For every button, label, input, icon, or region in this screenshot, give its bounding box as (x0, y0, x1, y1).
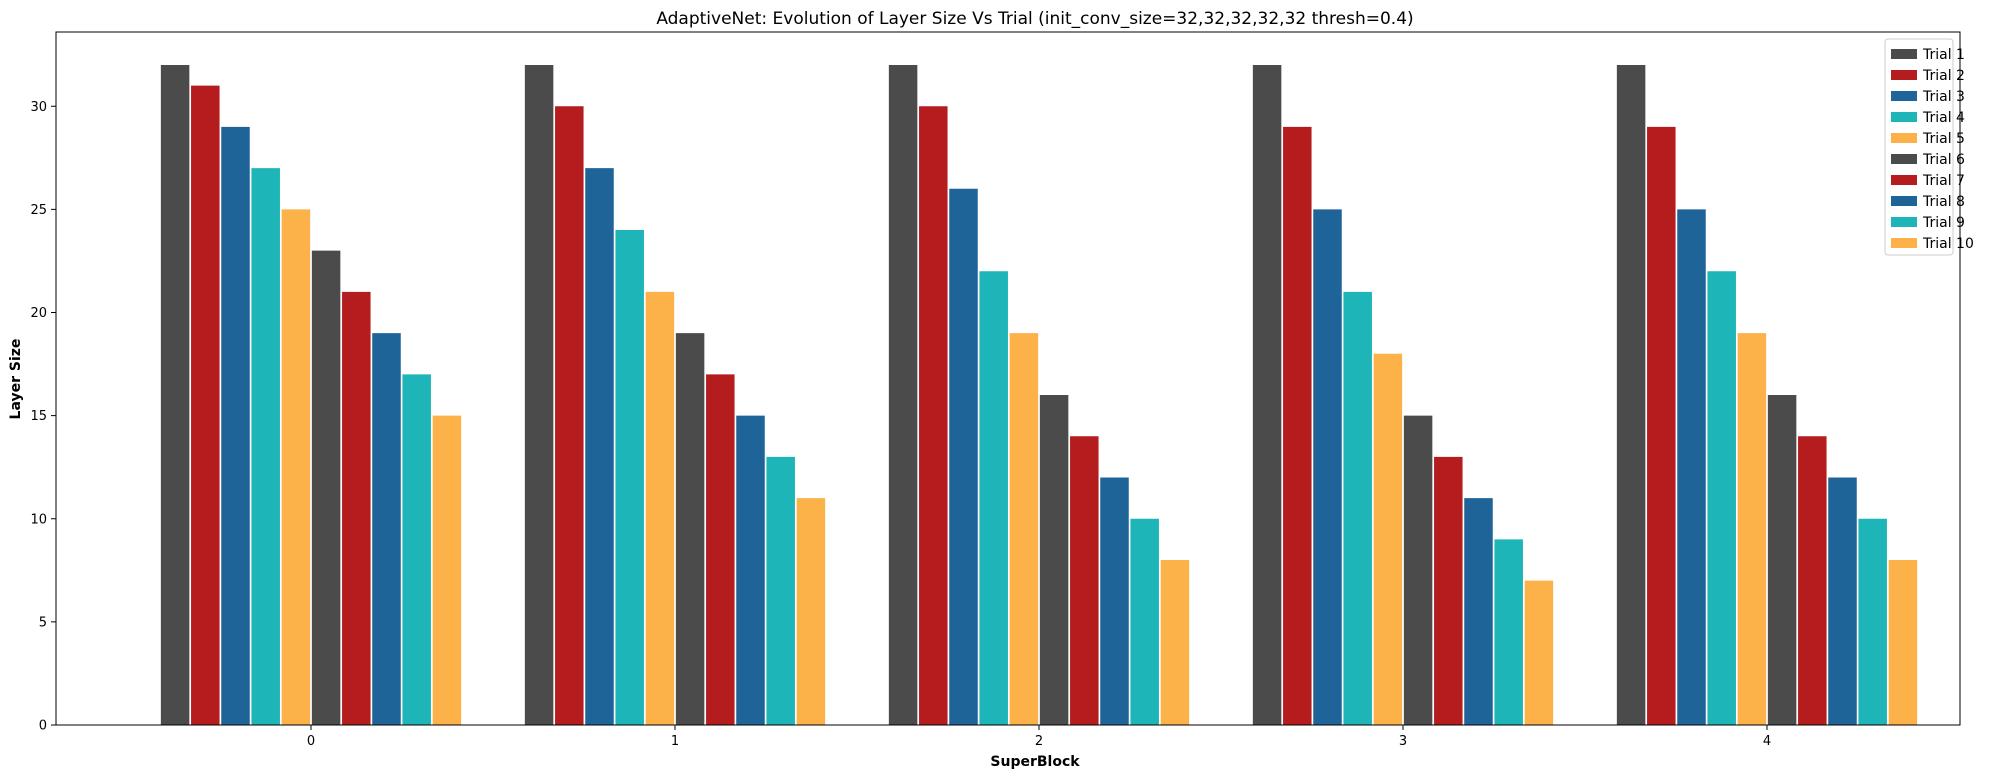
bar-trial-8-superblock-0 (372, 333, 401, 726)
bar-trial-2-superblock-4 (1647, 126, 1676, 726)
bar-trial-6-superblock-3 (1403, 415, 1433, 726)
bar-trial-4-superblock-1 (615, 230, 644, 725)
legend-entry: Trial 8 (1922, 194, 1965, 210)
bar-trial-2-superblock-0 (191, 85, 220, 726)
bar-trial-1-superblock-4 (1616, 65, 1646, 725)
legend-swatch (1891, 217, 1917, 227)
y-tick-label: 30 (30, 100, 47, 115)
y-tick-label: 5 (39, 615, 47, 630)
bar-trial-7-superblock-0 (342, 291, 371, 726)
legend: Trial 1 Trial 2 Trial 3 Trial 4 Trial 5 Trial… (1884, 38, 1974, 256)
bar-trial-7-superblock-2 (1070, 436, 1099, 725)
bars-group (160, 65, 1918, 726)
bar-trial-2-superblock-1 (555, 106, 584, 725)
chart-title: AdaptiveNet: Evolution of Layer Size Vs … (656, 9, 1413, 29)
y-tick-label: 20 (30, 306, 47, 321)
bar-trial-5-superblock-2 (1009, 333, 1039, 726)
legend-swatch (1891, 154, 1917, 164)
legend-swatch (1891, 91, 1917, 101)
x-tick-label: 3 (1399, 734, 1407, 749)
bar-trial-9-superblock-3 (1494, 539, 1523, 726)
bar-trial-2-superblock-3 (1283, 126, 1312, 726)
bar-trial-3-superblock-0 (221, 126, 250, 726)
legend-swatch (1891, 70, 1917, 80)
legend-entry: Trial 3 (1922, 89, 1965, 105)
legend-entry: Trial 5 (1922, 131, 1965, 147)
x-tick-label: 2 (1035, 734, 1043, 749)
legend-swatch (1891, 238, 1917, 248)
bar-trial-1-superblock-3 (1252, 65, 1282, 725)
bar-trial-6-superblock-0 (311, 250, 341, 726)
y-tick-label: 25 (30, 203, 47, 218)
legend-entry: Trial 7 (1922, 173, 1965, 189)
y-tick-label: 0 (39, 719, 47, 734)
bar-trial-10-superblock-1 (796, 498, 826, 726)
bar-trial-4-superblock-4 (1707, 271, 1736, 725)
legend-entry: Trial 4 (1922, 110, 1965, 126)
legend-entry: Trial 9 (1922, 215, 1965, 231)
legend-swatch (1891, 49, 1917, 59)
bar-trial-3-superblock-4 (1677, 209, 1706, 726)
legend-swatch (1891, 112, 1917, 122)
bar-trial-10-superblock-3 (1524, 580, 1554, 726)
bar-trial-1-superblock-2 (888, 65, 918, 725)
bar-trial-6-superblock-4 (1767, 395, 1797, 725)
bar-trial-9-superblock-2 (1130, 518, 1159, 725)
legend-entry: Trial 1 (1922, 47, 1965, 63)
bar-trial-9-superblock-4 (1858, 518, 1887, 725)
bar-trial-1-superblock-0 (160, 65, 190, 725)
bar-trial-9-superblock-1 (766, 456, 795, 725)
x-tick-label: 4 (1763, 734, 1771, 749)
plot-frame (55, 31, 1961, 726)
legend-entry: Trial 2 (1922, 68, 1965, 84)
bar-trial-8-superblock-2 (1100, 477, 1129, 725)
bar-trial-6-superblock-1 (675, 333, 705, 726)
bar-trial-8-superblock-1 (736, 415, 765, 726)
bar-trial-7-superblock-3 (1434, 456, 1463, 725)
legend-entry: Trial 10 (1922, 236, 1974, 252)
bar-trial-3-superblock-2 (949, 188, 978, 725)
bar-trial-4-superblock-3 (1343, 291, 1372, 726)
bar-trial-4-superblock-2 (979, 271, 1008, 725)
bar-trial-5-superblock-4 (1737, 333, 1767, 726)
legend-swatch (1891, 196, 1917, 206)
y-tick-label: 10 (30, 512, 47, 527)
bar-trial-9-superblock-0 (402, 374, 431, 726)
bar-trial-8-superblock-3 (1464, 498, 1493, 726)
axes-group: 0 5 10 15 20 25 30 0 1 2 3 4 (30, 31, 1961, 749)
legend-swatch (1891, 175, 1917, 185)
y-axis-label: Layer Size (8, 339, 24, 420)
bar-trial-6-superblock-2 (1039, 395, 1069, 725)
bar-trial-7-superblock-1 (706, 374, 735, 726)
bar-trial-3-superblock-3 (1313, 209, 1342, 726)
bar-trial-8-superblock-4 (1828, 477, 1857, 725)
x-axis-label: SuperBlock (990, 754, 1080, 770)
y-tick-label: 15 (30, 409, 47, 424)
legend-entry: Trial 6 (1922, 152, 1965, 168)
bar-trial-5-superblock-0 (281, 209, 311, 726)
bar-trial-3-superblock-1 (585, 168, 614, 726)
bar-trial-1-superblock-1 (524, 65, 554, 725)
bar-trial-7-superblock-4 (1798, 436, 1827, 725)
bar-trial-10-superblock-2 (1160, 560, 1190, 725)
bar-trial-4-superblock-0 (251, 168, 280, 726)
x-tick-label: 1 (671, 734, 679, 749)
bar-trial-10-superblock-0 (432, 415, 462, 726)
legend-swatch (1891, 133, 1917, 143)
bar-trial-2-superblock-2 (919, 106, 948, 725)
bar-trial-5-superblock-3 (1373, 353, 1403, 725)
bar-trial-5-superblock-1 (645, 291, 675, 726)
x-tick-label: 0 (307, 734, 315, 749)
bar-trial-10-superblock-4 (1888, 560, 1918, 725)
